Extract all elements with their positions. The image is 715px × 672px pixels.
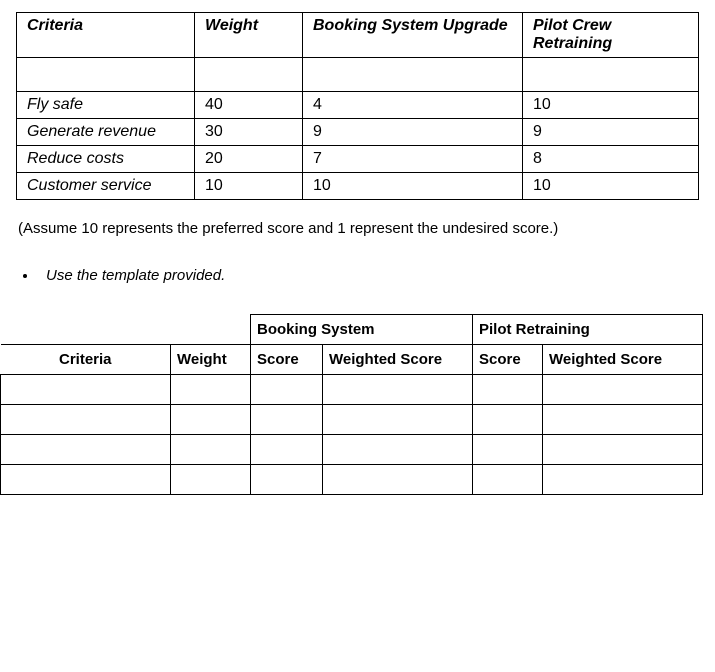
- table1-col-upgrade: Booking System Upgrade: [303, 13, 523, 58]
- table1-cell-criteria: Fly safe: [17, 92, 195, 119]
- table1-col-retraining: Pilot Crew Retraining: [523, 13, 699, 58]
- table1-spacer-cell: [195, 58, 303, 92]
- table1-spacer-cell: [303, 58, 523, 92]
- table2-cell: [1, 405, 171, 435]
- table2-cell: [543, 465, 703, 495]
- table-row: Customer service 10 10 10: [17, 173, 699, 200]
- table-row: Generate revenue 30 9 9: [17, 119, 699, 146]
- table2-open-corner: [1, 315, 251, 345]
- table2-head-score-b: Score: [473, 345, 543, 375]
- table1-cell-criteria: Generate revenue: [17, 119, 195, 146]
- table1-cell-upgrade: 9: [303, 119, 523, 146]
- table2-cell: [251, 405, 323, 435]
- table1-cell-upgrade: 4: [303, 92, 523, 119]
- table2-head-criteria: Criteria: [1, 345, 171, 375]
- table2-cell: [1, 465, 171, 495]
- table1-spacer-cell: [523, 58, 699, 92]
- table2-cell: [543, 375, 703, 405]
- table2-group-pilot: Pilot Retraining: [473, 315, 703, 345]
- table1-cell-upgrade: 7: [303, 146, 523, 173]
- table2-cell: [323, 465, 473, 495]
- table2-cell: [323, 435, 473, 465]
- table-row: Reduce costs 20 7 8: [17, 146, 699, 173]
- table1-cell-retraining: 10: [523, 92, 699, 119]
- table2-cell: [251, 435, 323, 465]
- table2-cell: [473, 405, 543, 435]
- scoring-note: (Assume 10 represents the preferred scor…: [18, 220, 697, 237]
- table1-header-row: Criteria Weight Booking System Upgrade P…: [17, 13, 699, 58]
- criteria-scores-table: Criteria Weight Booking System Upgrade P…: [16, 12, 699, 200]
- table2-cell: [171, 465, 251, 495]
- table1-cell-retraining: 10: [523, 173, 699, 200]
- instruction-list: Use the template provided.: [38, 267, 699, 284]
- table2-cell: [473, 375, 543, 405]
- table2-head-score-a: Score: [251, 345, 323, 375]
- table1-col-criteria: Criteria: [17, 13, 195, 58]
- table2-head-weight: Weight: [171, 345, 251, 375]
- table2-cell: [473, 435, 543, 465]
- table1-cell-weight: 10: [195, 173, 303, 200]
- instruction-item: Use the template provided.: [38, 267, 699, 284]
- table2-cell: [323, 375, 473, 405]
- table2-head-wscore-a: Weighted Score: [323, 345, 473, 375]
- table-row: [1, 465, 703, 495]
- table2-cell: [251, 375, 323, 405]
- table2-cell: [473, 465, 543, 495]
- table2-cell: [543, 435, 703, 465]
- table1-cell-weight: 30: [195, 119, 303, 146]
- table1-cell-upgrade: 10: [303, 173, 523, 200]
- table1-cell-weight: 20: [195, 146, 303, 173]
- table-row: [1, 435, 703, 465]
- table2-cell: [323, 405, 473, 435]
- page-container: Criteria Weight Booking System Upgrade P…: [0, 0, 715, 515]
- table2-group-booking: Booking System: [251, 315, 473, 345]
- table2-cell: [171, 435, 251, 465]
- table2-cell: [543, 405, 703, 435]
- table1-spacer-row: [17, 58, 699, 92]
- table1-cell-weight: 40: [195, 92, 303, 119]
- table1-cell-criteria: Reduce costs: [17, 146, 195, 173]
- table2-header-row1: Booking System Pilot Retraining: [1, 315, 703, 345]
- table2-cell: [1, 435, 171, 465]
- table2-body: [1, 375, 703, 495]
- table2-cell: [171, 405, 251, 435]
- table2-cell: [171, 375, 251, 405]
- table-row: [1, 405, 703, 435]
- table1-spacer-cell: [17, 58, 195, 92]
- weighted-scoring-template-table: Booking System Pilot Retraining Criteria…: [0, 314, 703, 495]
- table2-header-row2: Criteria Weight Score Weighted Score Sco…: [1, 345, 703, 375]
- table-row: [1, 375, 703, 405]
- table1-col-weight: Weight: [195, 13, 303, 58]
- table2-cell: [251, 465, 323, 495]
- table1-cell-retraining: 9: [523, 119, 699, 146]
- table-row: Fly safe 40 4 10: [17, 92, 699, 119]
- table1-cell-retraining: 8: [523, 146, 699, 173]
- table1-cell-criteria: Customer service: [17, 173, 195, 200]
- table2-head-wscore-b: Weighted Score: [543, 345, 703, 375]
- table2-cell: [1, 375, 171, 405]
